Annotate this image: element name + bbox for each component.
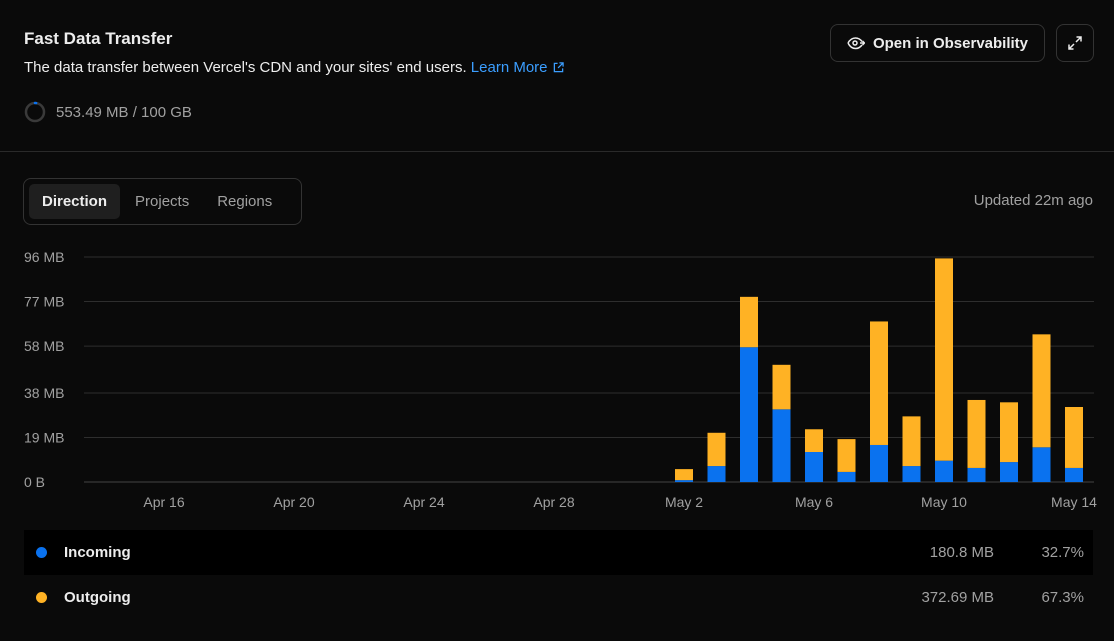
bar-outgoing <box>805 429 823 452</box>
bar-incoming <box>967 467 986 482</box>
bar-incoming <box>935 460 953 482</box>
external-link-icon <box>553 62 564 73</box>
legend-row-outgoing: Outgoing 372.69 MB 67.3% <box>24 575 1093 620</box>
incoming-dot-icon <box>36 547 47 558</box>
page-title: Fast Data Transfer <box>24 29 173 48</box>
y-tick-label: 0 B <box>24 474 45 490</box>
y-tick-label: 96 MB <box>24 249 64 265</box>
y-tick-label: 38 MB <box>24 385 64 401</box>
usage-text: 553.49 MB / 100 GB <box>56 103 192 121</box>
expand-button[interactable] <box>1056 24 1094 62</box>
bar-incoming <box>837 471 856 482</box>
bar-incoming <box>707 466 726 482</box>
usage-ring-icon <box>24 101 46 123</box>
open-in-observability-button[interactable]: Open in Observability <box>830 24 1045 62</box>
bar-outgoing <box>967 399 986 468</box>
y-tick-label: 19 MB <box>24 429 64 445</box>
x-tick-label: May 10 <box>921 494 967 510</box>
legend-value: 180.8 MB <box>929 544 994 561</box>
y-tick-label: 77 MB <box>24 294 64 310</box>
bar-outgoing <box>772 364 791 410</box>
x-tick-label: Apr 28 <box>533 494 574 510</box>
bar-incoming <box>1032 447 1051 482</box>
bar-outgoing <box>675 469 693 481</box>
learn-more-link[interactable]: Learn More <box>471 59 564 76</box>
bar-incoming <box>772 409 791 482</box>
tab-direction[interactable]: Direction <box>29 184 121 219</box>
bar-outgoing <box>707 432 726 467</box>
updated-timestamp: Updated 22m ago <box>973 192 1093 209</box>
tab-projects[interactable]: Projects <box>135 193 190 210</box>
page-subtitle: The data transfer between Vercel's CDN a… <box>24 59 564 76</box>
tab-bar: Direction Projects Regions <box>23 178 302 225</box>
bar-incoming <box>675 480 693 482</box>
legend-percent: 67.3% <box>1041 589 1084 606</box>
bar-outgoing <box>902 416 921 467</box>
bar-incoming <box>902 466 921 482</box>
header: Fast Data Transfer The data transfer bet… <box>0 0 1114 152</box>
bar-outgoing <box>740 296 758 348</box>
x-tick-label: May 2 <box>665 494 703 510</box>
bar-outgoing <box>1000 402 1018 463</box>
tab-regions[interactable]: Regions <box>217 193 273 210</box>
legend-percent: 32.7% <box>1041 544 1084 561</box>
bar-incoming <box>805 452 823 482</box>
usage-indicator: 553.49 MB / 100 GB <box>24 101 192 123</box>
legend-row-incoming: Incoming 180.8 MB 32.7% <box>24 530 1093 575</box>
bar-incoming <box>1000 462 1018 482</box>
outgoing-dot-icon <box>36 592 47 603</box>
expand-icon <box>1068 36 1082 50</box>
subtitle-text: The data transfer between Vercel's CDN a… <box>24 59 467 76</box>
bar-outgoing <box>1032 334 1051 448</box>
legend-name: Outgoing <box>64 589 131 606</box>
x-tick-label: May 6 <box>795 494 833 510</box>
bar-outgoing <box>870 321 888 445</box>
bar-outgoing <box>1065 407 1083 468</box>
eye-arrow-icon <box>847 37 865 50</box>
open-in-observability-label: Open in Observability <box>872 34 1029 52</box>
y-tick-label: 58 MB <box>24 338 64 354</box>
bar-incoming <box>740 347 758 482</box>
x-tick-label: Apr 20 <box>273 494 314 510</box>
x-tick-label: May 14 <box>1051 494 1097 510</box>
legend-value: 372.69 MB <box>921 589 994 606</box>
bar-outgoing <box>837 439 856 472</box>
bar-incoming <box>870 444 888 482</box>
bar-incoming <box>1065 467 1083 482</box>
x-tick-label: Apr 16 <box>143 494 184 510</box>
legend-name: Incoming <box>64 544 131 561</box>
learn-more-label: Learn More <box>470 59 548 76</box>
x-tick-label: Apr 24 <box>403 494 444 510</box>
data-transfer-chart: 96 MB 77 MB 58 MB 38 MB 19 MB 0 B Apr 16 Apr 20… <box>24 249 1097 510</box>
bar-outgoing <box>935 258 953 461</box>
